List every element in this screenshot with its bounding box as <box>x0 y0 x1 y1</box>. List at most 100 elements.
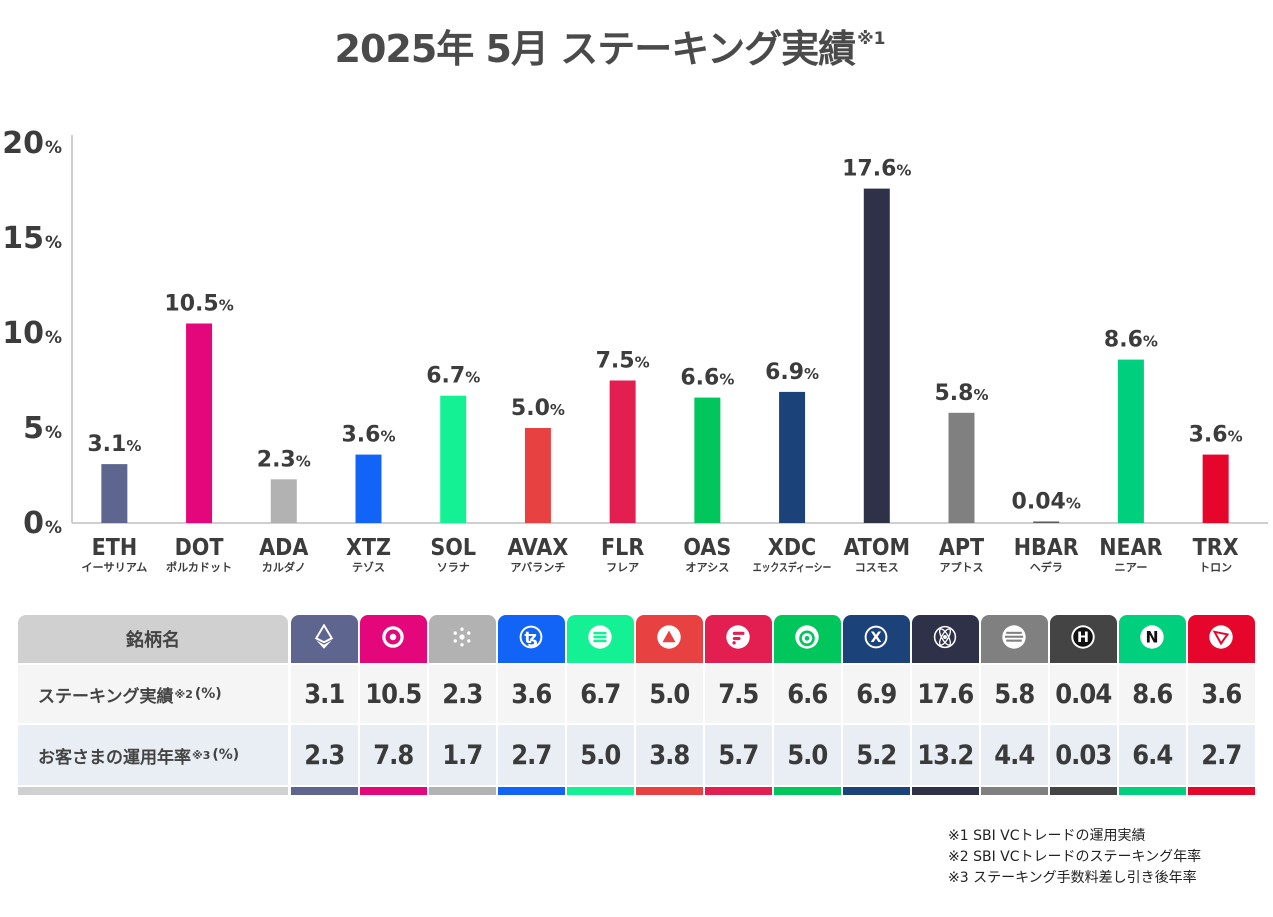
avalanche-icon <box>656 624 682 654</box>
annual-rate-value: 6.4 <box>1119 725 1186 785</box>
token-footer-bar <box>1119 787 1186 795</box>
y-tick-unit: % <box>45 518 62 538</box>
x-tick-label: ATOM <box>844 535 911 561</box>
annual-rate-value: 5.0 <box>774 725 841 785</box>
token-footer-bar <box>981 787 1048 795</box>
staking-value: 5.0 <box>636 665 703 723</box>
staking-value: 17.6 <box>912 665 979 723</box>
data-label: 3.6% <box>1189 423 1243 448</box>
y-tick-label: 5 <box>23 411 44 446</box>
ethereum-icon <box>311 623 337 654</box>
y-tick-label: 0 <box>23 506 44 541</box>
token-header-cell: X <box>843 615 910 663</box>
tron-icon <box>1208 624 1234 654</box>
data-label: 17.6% <box>842 157 911 182</box>
title-footnote-mark: ※1 <box>857 29 886 49</box>
x-tick-label: SOL <box>430 535 476 561</box>
token-footer-bar <box>360 787 427 795</box>
token-footer-bar <box>705 787 772 795</box>
oasys-icon <box>794 624 820 654</box>
token-footer-bar <box>567 787 634 795</box>
token-footer-bar <box>291 787 358 795</box>
token-header-cell <box>912 615 979 663</box>
staking-value: 2.3 <box>429 665 496 723</box>
x-tick-sublabel: ソラナ <box>437 561 470 574</box>
x-tick-label: XTZ <box>346 535 391 561</box>
token-header-cell: H <box>1050 615 1117 663</box>
token-header-cell <box>1188 615 1255 663</box>
annual-rate-value: 1.7 <box>429 725 496 785</box>
bar <box>1033 521 1060 523</box>
x-tick-sublabel: コスモス <box>855 561 899 574</box>
x-tick-label: APT <box>939 535 984 561</box>
polkadot-icon <box>380 624 406 654</box>
y-tick-unit: % <box>45 423 62 443</box>
xdc-icon: X <box>863 624 889 654</box>
bar <box>270 479 297 523</box>
token-footer-bar <box>1050 787 1117 795</box>
footnote-3: ※3 ステーキング手数料差し引き後年率 <box>948 870 1197 886</box>
footnote-2: ※2 SBI VCトレードのステーキング年率 <box>948 849 1202 865</box>
token-header-cell <box>705 615 772 663</box>
token-footer-bar <box>636 787 703 795</box>
x-tick-label: TRX <box>1193 535 1239 561</box>
near-icon: N <box>1139 624 1165 654</box>
x-tick-sublabel: テゾス <box>352 560 385 574</box>
x-tick-sublabel: アバランチ <box>510 561 565 574</box>
bar <box>1117 359 1144 523</box>
x-tick-label: AVAX <box>507 535 568 561</box>
bar-chart: 0 %5 %10 %15 %20 %3.1%ETHイーサリアム10.5%DOTポルカドット… <box>2 126 1268 574</box>
row-label-unit: (%) <box>212 747 240 763</box>
staking-value: 3.6 <box>1188 665 1255 723</box>
token-header-cell <box>981 615 1048 663</box>
data-label: 5.0% <box>511 396 565 421</box>
x-tick-label: DOT <box>175 535 224 561</box>
x-tick-label: OAS <box>683 535 731 561</box>
staking-value: 3.1 <box>291 665 358 723</box>
data-label: 2.3% <box>257 447 311 472</box>
y-tick-unit: % <box>45 233 62 253</box>
x-tick-label: HBAR <box>1014 535 1079 561</box>
row-label-annual-rate: お客さまの運用年率 ※3 (%) <box>18 725 288 785</box>
bar <box>609 380 636 523</box>
annual-rate-value: 2.7 <box>498 725 565 785</box>
y-tick-label: 20 <box>2 126 44 161</box>
data-label: 6.6% <box>680 366 734 391</box>
token-header-cell <box>567 615 634 663</box>
svg-text:X: X <box>871 630 882 646</box>
bar <box>779 391 806 523</box>
footnote-1: ※1 SBI VCトレードの運用実績 <box>948 828 1146 844</box>
x-tick-label: ETH <box>92 535 138 561</box>
x-tick-sublabel: ポルカドット <box>166 560 232 574</box>
token-header-cell: ꜩ <box>498 615 565 663</box>
staking-value: 7.5 <box>705 665 772 723</box>
annual-rate-value: 2.3 <box>291 725 358 785</box>
data-label: 6.9% <box>765 360 819 385</box>
cosmos-icon <box>932 624 958 654</box>
row-label-sup: ※3 <box>192 748 211 762</box>
token-footer-bar <box>912 787 979 795</box>
row-label-sup: ※2 <box>174 687 193 701</box>
token-header-cell <box>774 615 841 663</box>
data-label: 0.04% <box>1012 490 1081 515</box>
x-tick-label: FLR <box>601 535 644 561</box>
bar <box>101 464 128 523</box>
x-tick-sublabel: エックスディーシー <box>753 560 832 574</box>
row-label-text: お客さまの運用年率 <box>38 747 191 768</box>
x-tick-sublabel: ヘデラ <box>1030 560 1063 574</box>
y-tick-unit: % <box>45 138 62 158</box>
x-tick-sublabel: カルダノ <box>262 560 306 574</box>
data-label: 10.5% <box>164 292 233 317</box>
annual-rate-value: 7.8 <box>360 725 427 785</box>
annual-rate-value: 5.0 <box>567 725 634 785</box>
x-tick-label: NEAR <box>1099 535 1162 561</box>
svg-text:H: H <box>1077 630 1089 646</box>
x-tick-sublabel: トロン <box>1199 561 1232 574</box>
footnotes: ※1 SBI VCトレードの運用実績 ※2 SBI VCトレードのステーキング年… <box>948 826 1201 889</box>
bar <box>186 323 213 523</box>
title-main: 2025年 5月 ステーキング実績 <box>334 27 857 71</box>
x-tick-sublabel: ニアー <box>1114 561 1147 574</box>
svg-text:ꜩ: ꜩ <box>525 629 538 647</box>
annual-rate-value: 13.2 <box>912 725 979 785</box>
staking-value: 6.7 <box>567 665 634 723</box>
